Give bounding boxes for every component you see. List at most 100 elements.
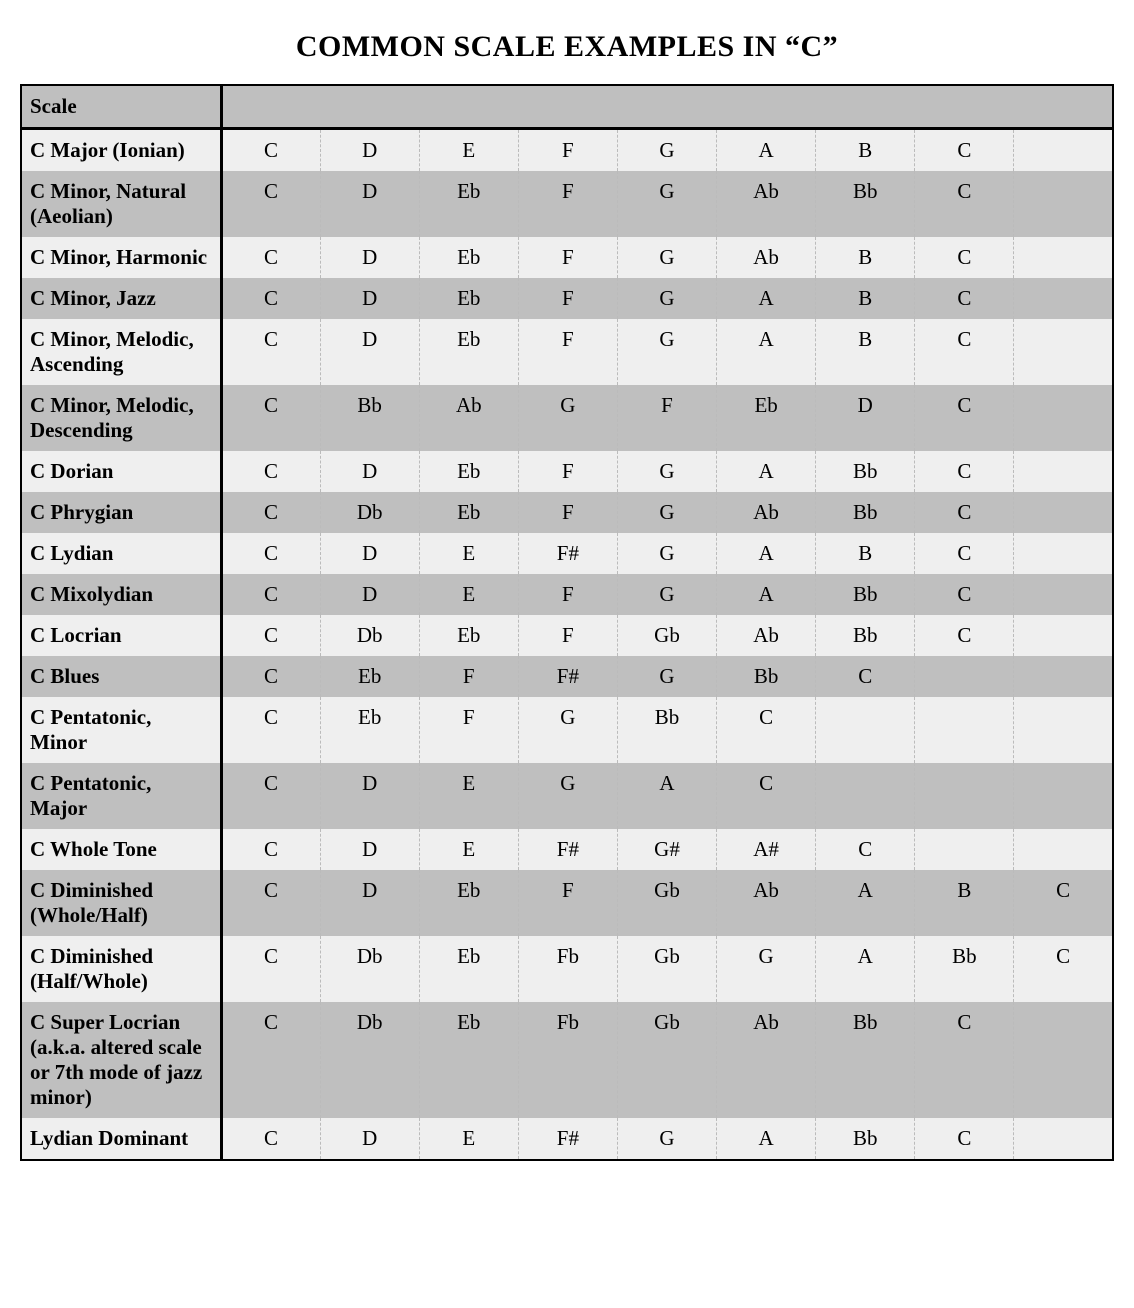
- table-row: C Diminished (Whole/Half)CDEbFGbAbABC: [21, 870, 1113, 936]
- note-cell: Fb: [518, 936, 617, 1002]
- note-cell: C: [221, 1118, 320, 1160]
- note-cell: E: [419, 533, 518, 574]
- scale-name-cell: C Minor, Natural (Aeolian): [21, 171, 221, 237]
- header-note-col: [816, 85, 915, 129]
- note-cell: C: [221, 936, 320, 1002]
- note-cell: Db: [320, 615, 419, 656]
- note-cell: Gb: [617, 1002, 716, 1118]
- note-cell: C: [915, 1118, 1014, 1160]
- note-cell: A: [717, 533, 816, 574]
- note-cell: F: [518, 129, 617, 172]
- note-cell: C: [221, 385, 320, 451]
- note-cell: D: [320, 237, 419, 278]
- table-row: C Super Locrian (a.k.a. altered scale or…: [21, 1002, 1113, 1118]
- table-row: C LydianCDEF#GABC: [21, 533, 1113, 574]
- note-cell: C: [221, 278, 320, 319]
- note-cell: [816, 763, 915, 829]
- note-cell: C: [915, 129, 1014, 172]
- note-cell: [1014, 615, 1113, 656]
- note-cell: C: [915, 171, 1014, 237]
- note-cell: Ab: [717, 171, 816, 237]
- note-cell: D: [320, 1118, 419, 1160]
- table-row: C DorianCDEbFGABbC: [21, 451, 1113, 492]
- note-cell: A: [717, 451, 816, 492]
- table-row: C Pentatonic, MajorCDEGAC: [21, 763, 1113, 829]
- note-cell: F#: [518, 1118, 617, 1160]
- note-cell: G: [518, 763, 617, 829]
- header-note-col: [518, 85, 617, 129]
- scale-name-cell: C Mixolydian: [21, 574, 221, 615]
- note-cell: D: [320, 319, 419, 385]
- scale-name-cell: C Locrian: [21, 615, 221, 656]
- scale-name-cell: C Pentatonic, Minor: [21, 697, 221, 763]
- table-row: C Minor, Melodic, AscendingCDEbFGABC: [21, 319, 1113, 385]
- note-cell: A#: [717, 829, 816, 870]
- note-cell: Eb: [419, 870, 518, 936]
- note-cell: C: [221, 492, 320, 533]
- scales-table: Scale C Major (Ionian)CDEFGABCC Minor, N…: [20, 84, 1114, 1161]
- scale-name-cell: C Minor, Jazz: [21, 278, 221, 319]
- note-cell: [1014, 763, 1113, 829]
- page-title: COMMON SCALE EXAMPLES IN “C”: [20, 30, 1114, 64]
- table-row: C Pentatonic, MinorCEbFGBbC: [21, 697, 1113, 763]
- note-cell: Ab: [717, 615, 816, 656]
- note-cell: G: [617, 451, 716, 492]
- note-cell: C: [221, 574, 320, 615]
- note-cell: Bb: [816, 574, 915, 615]
- scale-name-cell: C Lydian: [21, 533, 221, 574]
- note-cell: [915, 656, 1014, 697]
- scale-name-cell: Lydian Dominant: [21, 1118, 221, 1160]
- note-cell: B: [816, 129, 915, 172]
- note-cell: F: [518, 319, 617, 385]
- note-cell: G: [617, 1118, 716, 1160]
- note-cell: E: [419, 574, 518, 615]
- note-cell: B: [816, 319, 915, 385]
- note-cell: D: [320, 829, 419, 870]
- note-cell: Eb: [419, 492, 518, 533]
- note-cell: [1014, 129, 1113, 172]
- note-cell: A: [717, 129, 816, 172]
- note-cell: Db: [320, 492, 419, 533]
- note-cell: F#: [518, 656, 617, 697]
- note-cell: D: [320, 129, 419, 172]
- note-cell: F: [518, 171, 617, 237]
- table-row: C Major (Ionian)CDEFGABC: [21, 129, 1113, 172]
- table-row: C BluesCEbFF#GBbC: [21, 656, 1113, 697]
- note-cell: G: [617, 533, 716, 574]
- note-cell: A: [816, 870, 915, 936]
- note-cell: C: [915, 1002, 1014, 1118]
- note-cell: Eb: [419, 237, 518, 278]
- note-cell: E: [419, 1118, 518, 1160]
- note-cell: D: [320, 451, 419, 492]
- note-cell: Bb: [915, 936, 1014, 1002]
- note-cell: C: [717, 763, 816, 829]
- note-cell: Db: [320, 936, 419, 1002]
- note-cell: A: [617, 763, 716, 829]
- scale-name-cell: C Blues: [21, 656, 221, 697]
- note-cell: [1014, 171, 1113, 237]
- note-cell: [915, 763, 1014, 829]
- table-row: C Minor, Melodic, DescendingCBbAbGFEbDC: [21, 385, 1113, 451]
- note-cell: C: [221, 533, 320, 574]
- scale-name-cell: C Whole Tone: [21, 829, 221, 870]
- note-cell: Db: [320, 1002, 419, 1118]
- note-cell: F: [419, 697, 518, 763]
- note-cell: B: [816, 237, 915, 278]
- note-cell: C: [915, 278, 1014, 319]
- note-cell: B: [816, 533, 915, 574]
- note-cell: A: [717, 574, 816, 615]
- note-cell: Eb: [419, 451, 518, 492]
- note-cell: C: [915, 451, 1014, 492]
- note-cell: Bb: [617, 697, 716, 763]
- note-cell: G: [617, 319, 716, 385]
- note-cell: [816, 697, 915, 763]
- scale-name-cell: C Super Locrian (a.k.a. altered scale or…: [21, 1002, 221, 1118]
- header-note-col: [717, 85, 816, 129]
- note-cell: G: [617, 278, 716, 319]
- note-cell: Bb: [816, 171, 915, 237]
- header-note-col: [320, 85, 419, 129]
- note-cell: F#: [518, 533, 617, 574]
- note-cell: F#: [518, 829, 617, 870]
- note-cell: F: [518, 615, 617, 656]
- note-cell: C: [816, 829, 915, 870]
